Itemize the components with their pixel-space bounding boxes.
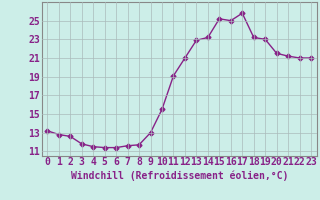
X-axis label: Windchill (Refroidissement éolien,°C): Windchill (Refroidissement éolien,°C) <box>70 170 288 181</box>
